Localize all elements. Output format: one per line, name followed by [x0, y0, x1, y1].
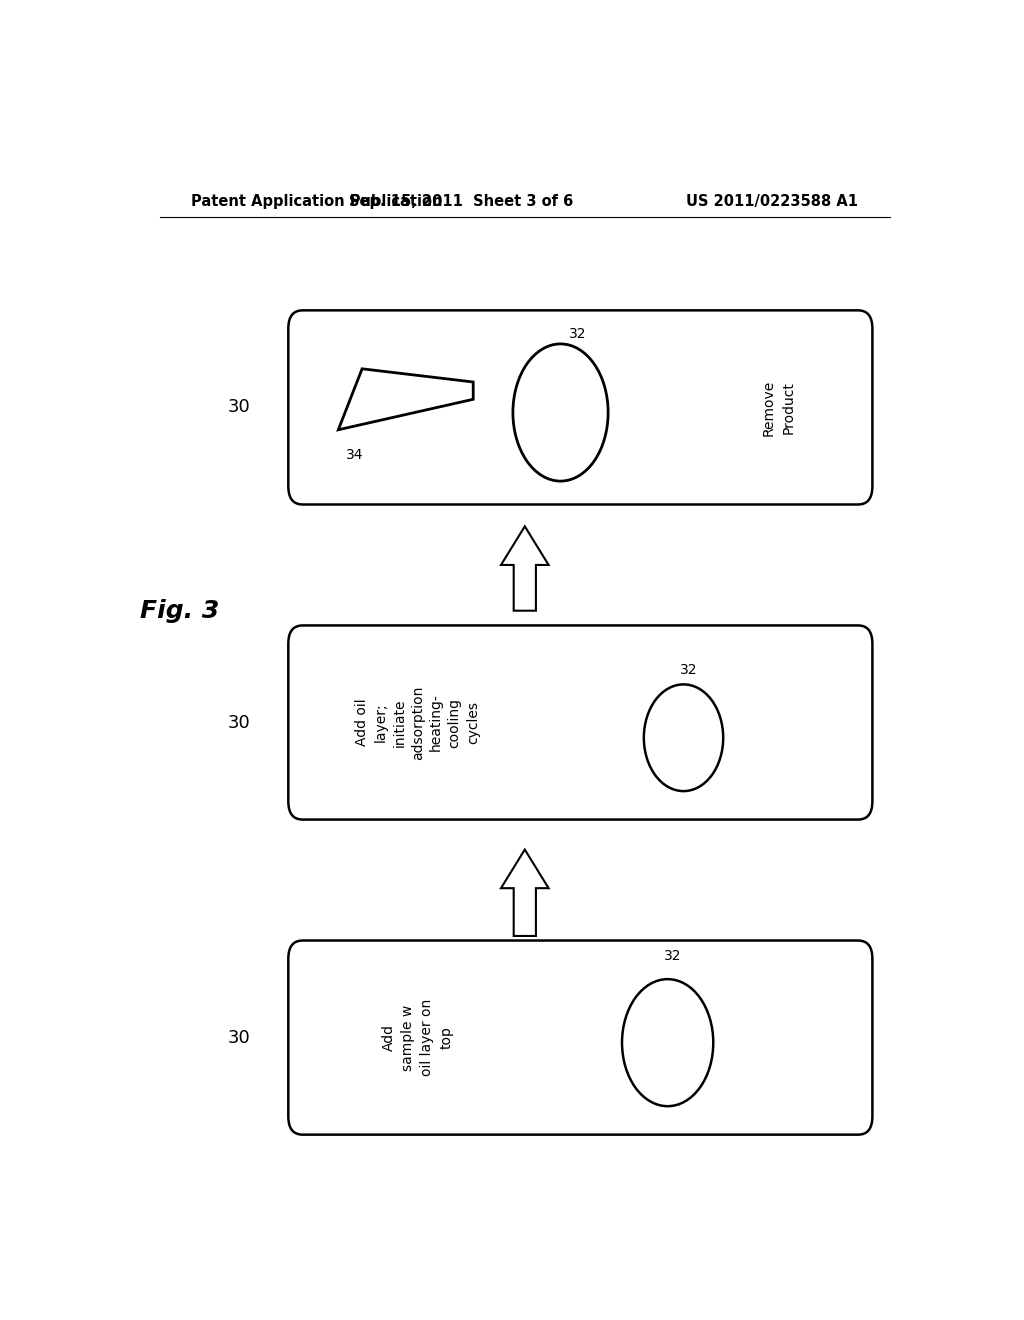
Text: Patent Application Publication: Patent Application Publication: [191, 194, 443, 209]
Text: 32: 32: [680, 663, 697, 677]
Text: Add
sample w
oil layer on
top: Add sample w oil layer on top: [381, 999, 454, 1076]
Text: 32: 32: [664, 949, 681, 964]
Text: US 2011/0223588 A1: US 2011/0223588 A1: [686, 194, 858, 209]
Text: 30: 30: [227, 399, 251, 416]
Text: Add oil
layer;
initiate
adsorption
heating-
cooling
cycles: Add oil layer; initiate adsorption heati…: [355, 685, 480, 760]
Ellipse shape: [513, 345, 608, 480]
FancyBboxPatch shape: [289, 626, 872, 820]
Text: 30: 30: [227, 1028, 251, 1047]
Polygon shape: [501, 527, 549, 611]
Ellipse shape: [644, 684, 723, 791]
Text: Sep. 15, 2011  Sheet 3 of 6: Sep. 15, 2011 Sheet 3 of 6: [349, 194, 573, 209]
Text: Fig. 3: Fig. 3: [140, 599, 219, 623]
Text: 30: 30: [227, 714, 251, 731]
Text: Remove
Product: Remove Product: [762, 379, 796, 436]
Text: 32: 32: [568, 327, 586, 342]
FancyBboxPatch shape: [289, 310, 872, 504]
Text: 34: 34: [346, 447, 364, 462]
Polygon shape: [338, 368, 473, 430]
FancyBboxPatch shape: [289, 941, 872, 1135]
Polygon shape: [501, 850, 549, 936]
Ellipse shape: [622, 979, 714, 1106]
